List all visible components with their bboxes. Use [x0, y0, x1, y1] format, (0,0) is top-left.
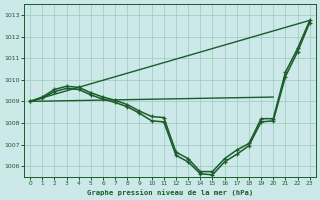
X-axis label: Graphe pression niveau de la mer (hPa): Graphe pression niveau de la mer (hPa) [87, 189, 253, 196]
